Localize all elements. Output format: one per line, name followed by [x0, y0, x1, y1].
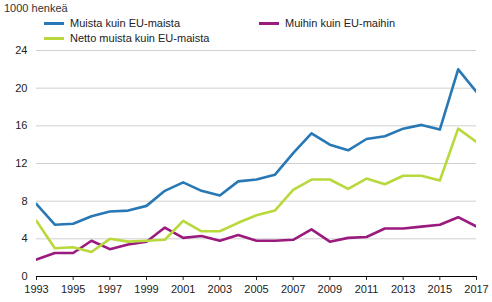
svg-text:2017: 2017: [464, 283, 488, 295]
svg-text:2013: 2013: [391, 283, 415, 295]
svg-text:2001: 2001: [171, 283, 195, 295]
svg-text:0: 0: [21, 270, 27, 282]
svg-text:1993: 1993: [24, 283, 48, 295]
svg-text:8: 8: [21, 195, 27, 207]
html-text:Muista kuin EU-maista: Muista kuin EU-maista: [70, 17, 180, 29]
svg-text:20: 20: [15, 82, 27, 94]
svg-text:4: 4: [21, 232, 27, 244]
svg-text:16: 16: [15, 119, 27, 131]
svg-text:12: 12: [15, 157, 27, 169]
svg-text:2015: 2015: [428, 283, 452, 295]
svg-text:2007: 2007: [281, 283, 305, 295]
svg-text:1997: 1997: [98, 283, 122, 295]
svg-text:24: 24: [15, 44, 27, 56]
html-text:Netto muista kuin EU-maista: Netto muista kuin EU-maista: [70, 32, 210, 44]
svg-text:2009: 2009: [318, 283, 342, 295]
html-text:Muihin kuin EU-maihin: Muihin kuin EU-maihin: [285, 17, 395, 29]
svg-text:2011: 2011: [355, 283, 379, 295]
svg-text:2005: 2005: [244, 283, 268, 295]
svg-text:1999: 1999: [134, 283, 158, 295]
html-text:1000 henkeä: 1000 henkeä: [4, 2, 68, 14]
svg-text:2003: 2003: [208, 283, 232, 295]
svg-text:1995: 1995: [61, 283, 85, 295]
